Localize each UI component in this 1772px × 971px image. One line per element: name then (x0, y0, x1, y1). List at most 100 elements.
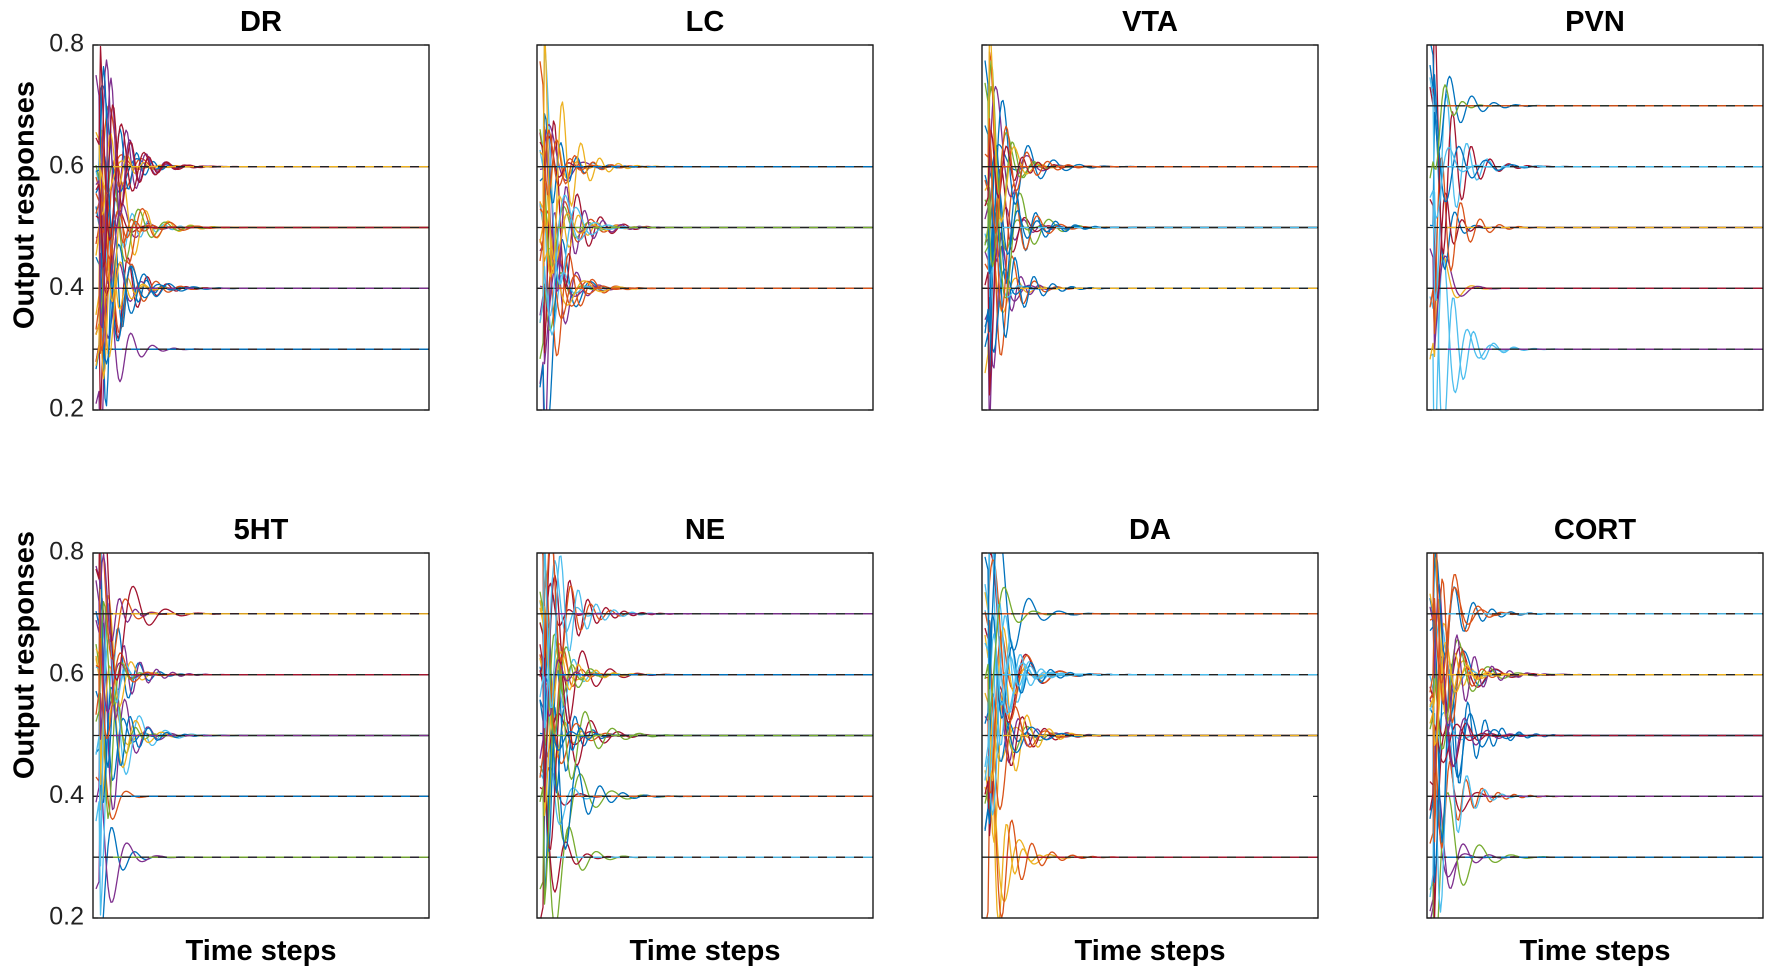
response-trace (95, 692, 429, 821)
plot-area (537, 45, 873, 410)
response-trace (95, 686, 429, 804)
response-trace (95, 595, 429, 786)
response-trace (95, 553, 429, 681)
xlabel: Time steps (1520, 935, 1671, 967)
response-trace (95, 601, 429, 722)
response-trace (1429, 617, 1763, 843)
response-trace (984, 82, 1318, 268)
response-trace (539, 655, 873, 905)
response-trace (95, 612, 429, 714)
response-trace (984, 99, 1318, 272)
response-trace (539, 61, 873, 196)
response-trace (539, 212, 873, 410)
ytick-label: 0.8 (49, 30, 84, 58)
response-trace (539, 198, 873, 275)
response-trace (984, 584, 1318, 777)
response-trace (540, 803, 873, 918)
axes-frame (92, 44, 430, 411)
response-trace (1429, 84, 1763, 179)
response-trace (542, 553, 873, 662)
xlabel: Time steps (1075, 935, 1226, 967)
response-trace (95, 114, 429, 281)
response-trace (539, 644, 873, 760)
response-trace (1429, 741, 1763, 849)
response-trace (539, 670, 873, 850)
response-trace (95, 638, 429, 740)
panel-pvn: PVN (1426, 6, 1764, 411)
response-trace (95, 597, 429, 811)
panel-5ht: 5HT 0.2 0.4 0.6 0.8 Time steps (49, 514, 430, 967)
response-trace (984, 632, 1318, 794)
plot-area (982, 553, 1318, 918)
panel-title: DR (240, 6, 282, 38)
response-trace (539, 194, 873, 323)
response-trace (984, 212, 1318, 388)
plot-area (1427, 45, 1763, 410)
response-trace (1429, 788, 1763, 912)
response-trace (539, 574, 873, 803)
response-trace (984, 672, 1318, 843)
response-trace (984, 703, 1318, 815)
ytick-label: 0.8 (49, 538, 84, 566)
response-trace (95, 553, 429, 715)
response-trace (1429, 553, 1763, 705)
ytick-label: 0.6 (49, 659, 84, 687)
panel-title: PVN (1565, 6, 1625, 38)
axes-frame (1426, 552, 1764, 919)
response-trace (1429, 639, 1763, 750)
response-trace (539, 594, 873, 813)
response-trace (984, 249, 1318, 374)
response-trace (95, 659, 429, 916)
response-trace (984, 85, 1318, 299)
response-trace (95, 207, 429, 410)
response-trace (95, 622, 429, 781)
response-trace (1429, 253, 1763, 410)
panel-title: DA (1129, 514, 1171, 546)
response-trace (1429, 254, 1763, 360)
ylabel-bottom: Output responses (9, 531, 41, 779)
response-trace (984, 232, 1318, 410)
response-trace (1429, 111, 1763, 271)
response-trace (95, 243, 429, 365)
response-trace (539, 239, 873, 306)
response-trace (539, 180, 873, 324)
response-trace (1429, 731, 1763, 918)
response-trace (986, 771, 1318, 918)
response-trace (95, 84, 429, 193)
response-trace (1429, 553, 1763, 722)
response-trace (539, 113, 873, 204)
response-trace (1429, 77, 1763, 219)
response-trace (984, 60, 1318, 180)
axes-frame (981, 552, 1319, 919)
response-trace (95, 104, 429, 268)
panels: DR 0.2 0.4 0.6 0.8 LC VTA PVN 5HT 0.2 0.4 0.6 0.8 Tim… (49, 6, 1764, 967)
response-trace (95, 283, 429, 410)
panel-title: VTA (1122, 6, 1178, 38)
response-trace (95, 59, 429, 228)
plot-area (537, 553, 873, 918)
ylabel-top: Output responses (9, 81, 41, 329)
response-trace (95, 252, 429, 362)
response-trace (1429, 248, 1763, 350)
response-trace (984, 553, 1318, 724)
response-trace (984, 136, 1318, 356)
response-trace (984, 685, 1318, 837)
response-trace (1429, 675, 1763, 765)
response-trace (984, 615, 1318, 816)
response-trace (1429, 156, 1763, 335)
response-trace (95, 580, 429, 740)
response-trace (95, 158, 429, 352)
response-trace (95, 152, 429, 342)
response-trace (1430, 45, 1763, 152)
panel-title: CORT (1554, 514, 1636, 546)
panel-da: DA Time steps (981, 514, 1319, 967)
response-trace (539, 666, 873, 853)
response-trace (984, 553, 1318, 690)
response-trace (95, 201, 429, 330)
xlabel: Time steps (630, 935, 781, 967)
plot-area (982, 45, 1318, 410)
response-trace (95, 766, 429, 903)
response-trace (1430, 783, 1763, 918)
response-trace (1429, 676, 1763, 774)
